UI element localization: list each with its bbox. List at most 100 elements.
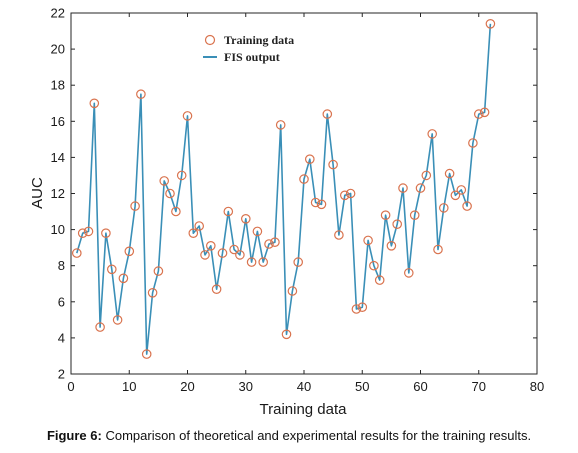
training-data-point: [479, 107, 490, 118]
x-tick-label: 80: [530, 379, 544, 394]
training-data-point: [241, 214, 251, 224]
training-data-point: [462, 201, 472, 211]
training-data-point: [438, 203, 449, 213]
training-data-point: [176, 170, 187, 181]
legend-label-training-data: Training data: [224, 33, 294, 47]
training-data-point: [444, 168, 455, 179]
training-data-point: [217, 248, 228, 258]
training-data-point: [200, 250, 210, 260]
legend-label-fis-output: FIS output: [224, 50, 280, 64]
training-data-point: [334, 230, 344, 240]
training-data-point: [182, 111, 193, 121]
training-data-point: [380, 210, 391, 220]
training-data-point: [351, 304, 362, 314]
y-tick-label: 12: [51, 186, 65, 201]
y-tick-label: 14: [51, 150, 65, 165]
training-data-markers: [72, 18, 496, 359]
training-data-point: [206, 241, 216, 251]
fis-output-series-line: [76, 23, 492, 355]
training-data-point: [153, 266, 164, 276]
axes: 0 10 20 30 40 50 60 70 80 2 4 6 8 10 12 14 16 18 20 22: [51, 6, 545, 395]
training-data-point: [194, 221, 204, 231]
y-axis-label: AUC: [29, 177, 46, 209]
training-data-point: [328, 159, 338, 170]
x-tick-label: 50: [355, 379, 369, 394]
y-tick-label: 16: [51, 114, 65, 129]
training-data-point: [310, 197, 321, 208]
training-data-point: [211, 284, 222, 294]
training-data-point: [235, 250, 245, 260]
training-data-point: [165, 188, 175, 199]
training-data-point: [403, 268, 414, 278]
training-data-point: [136, 89, 146, 99]
training-data-point: [374, 275, 385, 285]
figure-caption: Figure 6: Comparison of theoretical and …: [0, 428, 578, 443]
training-data-point: [223, 206, 234, 217]
training-data-point: [357, 302, 368, 312]
training-data-point: [299, 174, 309, 184]
training-data-point: [252, 226, 263, 237]
training-data-point: [246, 257, 257, 267]
x-tick-label: 10: [122, 379, 136, 394]
training-data-point: [287, 286, 298, 296]
training-data-point: [118, 273, 129, 284]
training-data-point: [485, 18, 496, 29]
training-data-point: [468, 138, 478, 148]
training-data-point: [83, 226, 94, 237]
training-data-point: [421, 170, 432, 181]
training-data-point: [141, 349, 152, 359]
training-data-point: [456, 185, 467, 195]
training-data-point: [275, 120, 286, 130]
training-data-point: [293, 257, 303, 267]
training-data-point: [450, 190, 461, 201]
training-data-point: [72, 248, 82, 258]
training-data-point: [95, 322, 105, 332]
training-data-point: [369, 260, 379, 271]
training-data-point: [159, 176, 169, 186]
x-tick-label: 60: [413, 379, 427, 394]
training-data-point: [339, 190, 350, 201]
training-data-point: [264, 239, 274, 249]
training-data-point: [107, 264, 117, 275]
training-data-point: [147, 287, 158, 298]
training-data-point: [473, 109, 484, 119]
training-data-point: [415, 183, 426, 193]
x-tick-label: 30: [239, 379, 253, 394]
chart-figure: 0 10 20 30 40 50 60 70 80 2 4 6 8 10 12 14 16 18 20 22 Trai…: [29, 6, 545, 419]
legend: Training data FIS output: [196, 30, 322, 66]
y-tick-label: 6: [58, 294, 65, 309]
training-data-point: [101, 228, 111, 238]
y-tick-label: 22: [51, 6, 65, 21]
x-tick-label: 70: [472, 379, 486, 394]
training-data-point: [89, 98, 100, 109]
plot-frame: [70, 12, 538, 375]
y-tick-label: 8: [58, 258, 65, 273]
fis-output-line: [76, 23, 492, 355]
training-data-point: [386, 241, 397, 251]
x-tick-label: 40: [297, 379, 311, 394]
legend-marker-training-data: [204, 34, 216, 46]
training-data-point: [304, 154, 315, 164]
training-data-point: [409, 210, 420, 220]
training-data-point: [281, 329, 292, 340]
x-tick-label: 0: [67, 379, 74, 394]
y-tick-label: 2: [58, 367, 65, 382]
x-tick-label: 20: [180, 379, 194, 394]
y-tick-label: 20: [51, 42, 65, 57]
training-data-point: [188, 228, 199, 238]
legend-box: [196, 30, 322, 66]
training-data-point: [77, 228, 88, 238]
training-data-point: [171, 206, 181, 217]
training-data-point: [345, 188, 356, 199]
training-data-point: [363, 235, 373, 246]
training-data-point: [433, 244, 443, 255]
x-axis-label: Training data: [260, 401, 348, 418]
training-data-point: [270, 237, 280, 247]
training-data-point: [130, 201, 140, 211]
training-data-point: [427, 129, 437, 139]
training-data-point: [112, 315, 123, 325]
training-data-point: [392, 219, 402, 229]
caption-label: Figure 6:: [46, 428, 102, 443]
caption-text: Comparison of theoretical and experiment…: [101, 428, 532, 443]
training-data-point: [258, 257, 268, 267]
